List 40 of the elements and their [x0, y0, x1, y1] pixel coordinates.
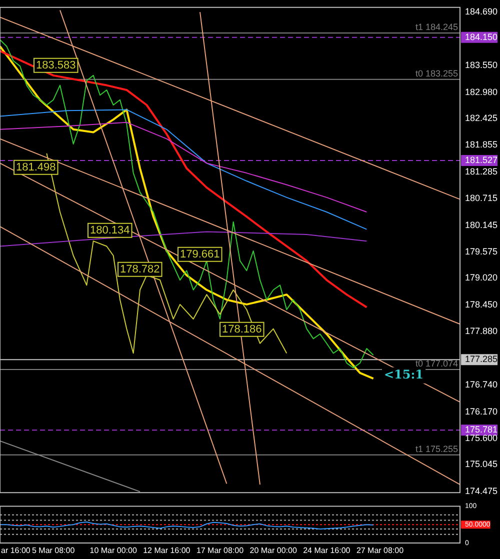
y-tick-label: 180.145	[465, 220, 498, 230]
y-tick-label: 182.425	[465, 112, 498, 123]
ref-line-label: t1 184.245	[415, 22, 458, 32]
y-tick-label: 175.045	[465, 459, 498, 470]
y-tick-label: 175.781	[465, 424, 498, 435]
y-tick-label: 175.600	[465, 433, 498, 444]
annotation: 183.583	[36, 59, 76, 72]
annotation: 180.134	[90, 224, 130, 236]
y-tick-label: 177.285	[465, 354, 498, 364]
ref-line-label: t0 177.074	[415, 358, 458, 368]
ref-line-label: t0 183.255	[415, 68, 458, 78]
category-label: 12 Mar 16:00	[143, 546, 190, 556]
category-label: 10 Mar 00:00	[90, 546, 137, 556]
ref-line-label: t1 175.255	[415, 444, 458, 454]
category-label: 24 Mar 16:00	[303, 546, 350, 556]
y-tick-label: 183.550	[465, 60, 498, 70]
category-label: 27 Mar 08:00	[356, 546, 404, 556]
y-tick-label: 176.740	[465, 380, 498, 390]
annotation: 179.661	[180, 248, 220, 260]
y-tick-label: 182.980	[465, 86, 498, 97]
annotation: 178.186	[222, 323, 262, 336]
annotation: <15:1	[384, 368, 424, 382]
y-tick-label: 181.285	[465, 166, 498, 176]
category-label: 20 Mar 00:00	[250, 546, 297, 556]
y-tick-label: 184.690	[465, 6, 498, 17]
y-tick-label: 177.880	[465, 326, 498, 336]
category-label: ar 16:00	[1, 546, 30, 556]
y-tick-label: 176.170	[465, 406, 498, 416]
y-tick-label: 180.715	[465, 193, 498, 204]
y-tick-label: 181.527	[465, 155, 498, 165]
category-label: 17 Mar 08:00	[196, 546, 244, 556]
y-tick-label: 181.855	[465, 140, 498, 150]
annotation: 178.782	[120, 263, 160, 276]
y-tick-label: 179.575	[465, 246, 498, 257]
category-label: 5 Mar 08:00	[32, 546, 75, 556]
y-tick-label: 178.450	[465, 299, 498, 310]
y-tick-label: 179.020	[465, 272, 498, 283]
y-tick-label: 174.475	[465, 486, 498, 496]
annotation: 181.498	[16, 161, 56, 174]
y-tick-label: 184.150	[465, 32, 498, 42]
